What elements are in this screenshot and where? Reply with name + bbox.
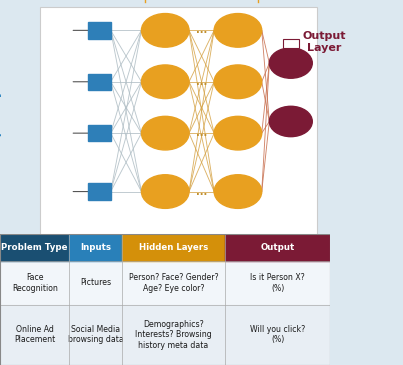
Text: Output
Layer: Output Layer	[302, 31, 346, 53]
Text: Will you click?
(%): Will you click? (%)	[250, 325, 305, 345]
Text: ...: ...	[196, 77, 207, 87]
Circle shape	[214, 14, 262, 47]
Circle shape	[269, 106, 312, 137]
Text: Demographics?
Interests? Browsing
history meta data: Demographics? Interests? Browsing histor…	[135, 320, 212, 350]
Bar	[0, 304, 330, 365]
Text: ...: ...	[196, 128, 207, 138]
Text: Pictures: Pictures	[80, 278, 111, 287]
Circle shape	[214, 65, 262, 99]
Bar	[0, 234, 69, 261]
Bar	[87, 183, 111, 200]
Text: Inputs: Inputs	[80, 243, 111, 252]
Bar	[87, 74, 111, 90]
Circle shape	[269, 48, 312, 78]
Circle shape	[214, 116, 262, 150]
FancyBboxPatch shape	[39, 7, 317, 234]
Circle shape	[141, 65, 189, 99]
Bar	[283, 39, 299, 48]
Bar	[87, 22, 111, 39]
Circle shape	[141, 175, 189, 208]
Bar	[225, 234, 330, 261]
Text: Input Layer: Input Layer	[0, 77, 2, 148]
Text: Face
Recognition: Face Recognition	[12, 273, 58, 293]
Text: ...: ...	[196, 187, 207, 196]
Text: Online Ad
Placement: Online Ad Placement	[14, 325, 55, 345]
Text: Social Media
browsing data: Social Media browsing data	[68, 325, 124, 345]
Bar	[69, 234, 122, 261]
Text: Hidden Layers: Hidden Layers	[139, 243, 208, 252]
Circle shape	[214, 175, 262, 208]
Circle shape	[141, 116, 189, 150]
Bar	[0, 261, 330, 304]
Bar	[122, 234, 225, 261]
Text: Is it Person X?
(%): Is it Person X? (%)	[250, 273, 305, 293]
Text: Problem Type: Problem Type	[2, 243, 68, 252]
Text: Person? Face? Gender?
Age? Eye color?: Person? Face? Gender? Age? Eye color?	[129, 273, 218, 293]
Circle shape	[141, 14, 189, 47]
Bar	[87, 125, 111, 141]
Text: ...: ...	[196, 26, 207, 35]
Text: Output: Output	[260, 243, 295, 252]
